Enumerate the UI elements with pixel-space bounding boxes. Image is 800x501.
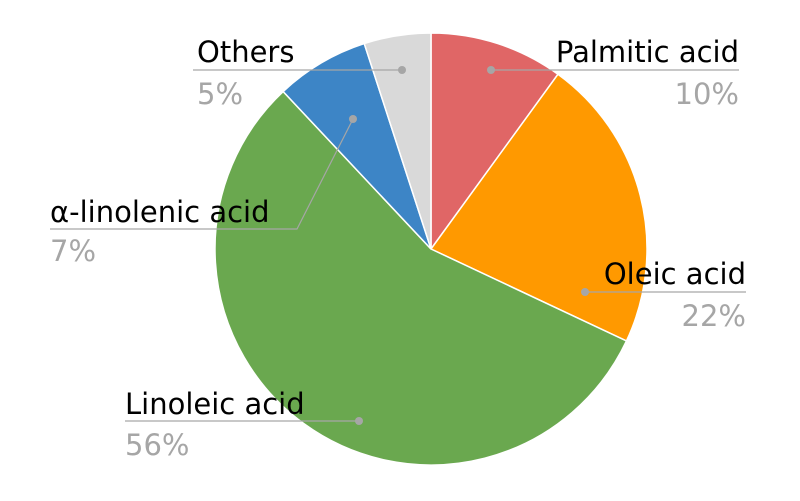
leader-line-alpha-linolenic xyxy=(50,118,354,230)
leader-dot-oleic xyxy=(581,288,589,296)
leader-dot-alpha-linolenic xyxy=(349,115,357,123)
slice-label-oleic: Oleic acid xyxy=(604,257,746,291)
slice-value-others: 5% xyxy=(197,77,243,111)
pie-slice-linoleic xyxy=(214,90,628,466)
slice-label-others: Others xyxy=(197,35,294,69)
slice-value-linoleic: 56% xyxy=(125,428,189,462)
leader-dot-others xyxy=(398,66,406,74)
pie-slices xyxy=(214,32,648,466)
data-labels: Palmitic acid 10% Oleic acid 22% Linolei… xyxy=(50,35,746,462)
slice-value-palmitic: 10% xyxy=(675,77,739,111)
leader-lines xyxy=(50,66,746,425)
leader-dot-palmitic xyxy=(487,66,495,74)
slice-label-alpha-linolenic: α-linolenic acid xyxy=(50,195,270,229)
leader-dot-linoleic xyxy=(355,417,363,425)
slice-value-alpha-linolenic: 7% xyxy=(50,234,96,268)
slice-value-oleic: 22% xyxy=(682,299,746,333)
slice-label-linoleic: Linoleic acid xyxy=(125,387,305,421)
slice-label-palmitic: Palmitic acid xyxy=(556,35,739,69)
pie-slice-others xyxy=(363,32,432,250)
